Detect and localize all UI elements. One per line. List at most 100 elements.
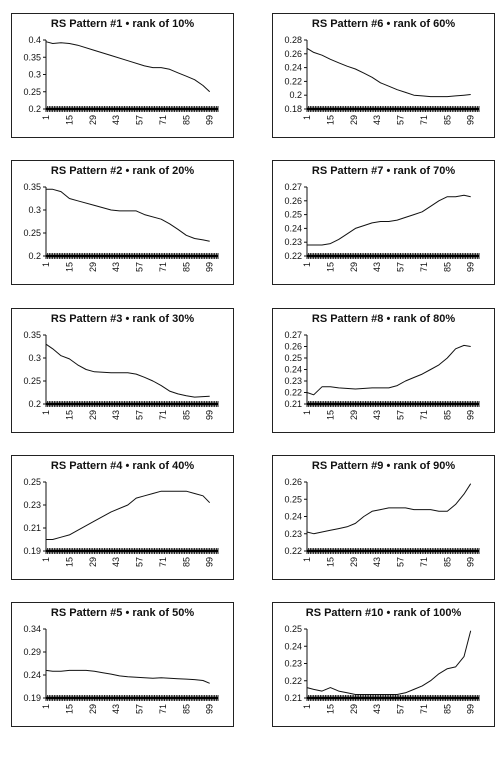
- x-tick-label: 99: [466, 115, 476, 125]
- y-tick-label: 0.24: [23, 670, 41, 680]
- x-tick-label: 57: [396, 262, 406, 272]
- x-tick-label: 15: [64, 115, 74, 125]
- chart-svg: 0.22 0.23 0.24 0.25 0.26 1 15 29 43 57 71 85 99: [284, 477, 480, 567]
- x-tick-label: 71: [419, 262, 429, 272]
- x-tick-label: 85: [442, 262, 452, 272]
- x-tick-label: 71: [158, 704, 168, 714]
- chart-panel-4: RS Pattern #4 • rank of 40% 0.19 0.21 0.23 0…: [11, 455, 234, 580]
- y-tick-label: 0.29: [23, 647, 41, 657]
- x-tick-label: 1: [41, 410, 51, 415]
- x-tick-label: 85: [181, 704, 191, 714]
- x-tick-label: 1: [302, 410, 312, 415]
- chart-title: RS Pattern #2 • rank of 20%: [50, 165, 195, 177]
- x-tick-label: 1: [302, 704, 312, 709]
- x-tick-label: 99: [205, 557, 215, 567]
- y-tick-label: 0.22: [284, 388, 302, 398]
- x-tick-label: 29: [88, 115, 98, 125]
- y-tick-label: 0.2: [28, 251, 41, 261]
- y-tick-label: 0.21: [284, 399, 302, 409]
- y-tick-label: 0.23: [284, 529, 302, 539]
- x-tick-label: 43: [111, 704, 121, 714]
- chart-panel-7: RS Pattern #7 • rank of 70% 0.22 0.23 0.24 0…: [272, 160, 495, 285]
- x-tick-label: 85: [442, 115, 452, 125]
- y-tick-label: 0.26: [284, 49, 302, 59]
- series-line: [307, 194, 471, 246]
- x-tick-label: 29: [349, 115, 359, 125]
- x-tick-label: 1: [302, 557, 312, 562]
- y-tick-label: 0.23: [23, 500, 41, 510]
- x-tick-label: 57: [135, 115, 145, 125]
- x-tick-label: 43: [372, 557, 382, 567]
- y-tick-label: 0.27: [284, 330, 302, 340]
- y-tick-label: 0.27: [284, 182, 302, 192]
- y-tick-label: 0.25: [284, 353, 302, 363]
- series-line: [45, 41, 211, 93]
- x-tick-label: 15: [64, 557, 74, 567]
- y-tick-label: 0.21: [284, 693, 302, 703]
- chart-svg: 0.210.22 0.230.24 0.250.26 0.27 1 15 29 43 57 71 8…: [284, 330, 480, 420]
- chart-panel-3: RS Pattern #3 • rank of 30% 0.2 0.25 0.3 0.3…: [11, 308, 234, 433]
- chart-title: RS Pattern #6 • rank of 60%: [311, 18, 456, 30]
- y-tick-label: 0.23: [284, 237, 302, 247]
- x-tick-label: 99: [205, 115, 215, 125]
- series-line: [306, 483, 472, 535]
- y-tick-label: 0.24: [284, 365, 302, 375]
- x-tick-label: 57: [135, 704, 145, 714]
- x-tick-label: 43: [372, 704, 382, 714]
- x-tick-label: 15: [325, 704, 335, 714]
- y-tick-label: 0.3: [28, 353, 41, 363]
- chart-svg: 0.2 0.25 0.3 0.35 1 15 29 43 57 71 85 99: [23, 182, 219, 272]
- series-line: [45, 343, 210, 398]
- x-tick-label: 29: [349, 557, 359, 567]
- x-tick-label: 43: [111, 115, 121, 125]
- x-tick-label: 29: [88, 704, 98, 714]
- chart-panel-2: RS Pattern #2 • rank of 20% 0.2 0.25 0.3 0.3…: [11, 160, 234, 285]
- y-tick-label: 0.25: [23, 228, 41, 238]
- chart-panel-10: RS Pattern #10 • rank of 100% 0.21 0.22 0.2…: [272, 602, 495, 727]
- series-line: [306, 630, 472, 695]
- y-tick-label: 0.24: [284, 512, 302, 522]
- series-line: [46, 188, 210, 242]
- x-tick-label: 71: [158, 115, 168, 125]
- x-tick-label: 99: [205, 410, 215, 420]
- x-tick-label: 1: [41, 704, 51, 709]
- series-line: [46, 490, 211, 540]
- chart-panel-8: RS Pattern #8 • rank of 80% 0.21 0.22 0.23 0…: [272, 308, 495, 433]
- chart-svg: 0.2 0.25 0.3 0.35 0.4 1 15 29 43 57 71 85 99: [23, 35, 219, 125]
- y-tick-label: 0.35: [23, 182, 41, 192]
- x-tick-label: 85: [181, 410, 191, 420]
- chart-title: RS Pattern #3 • rank of 30%: [50, 313, 195, 325]
- y-tick-label: 0.26: [284, 196, 302, 206]
- x-tick-label: 71: [158, 410, 168, 420]
- y-tick-label: 0.4: [28, 35, 41, 45]
- x-tick-label: 57: [135, 410, 145, 420]
- y-tick-label: 0.25: [23, 87, 41, 97]
- series-line: [306, 47, 471, 98]
- chart-svg: 0.19 0.21 0.23 0.25 1 15 29 43 57 71 85 99: [23, 477, 219, 567]
- y-tick-label: 0.24: [284, 223, 302, 233]
- chart-panel-1: RS Pattern #1 • rank of 10% 0.2 0.25 0.3 0.3…: [11, 13, 234, 138]
- x-tick-label: 57: [396, 410, 406, 420]
- y-tick-label: 0.19: [23, 693, 41, 703]
- y-tick-label: 0.25: [284, 494, 302, 504]
- series-line: [45, 669, 210, 684]
- y-tick-label: 0.3: [28, 70, 41, 80]
- x-tick-label: 43: [372, 262, 382, 272]
- x-tick-label: 57: [396, 115, 406, 125]
- y-tick-label: 0.22: [284, 251, 302, 261]
- y-tick-label: 0.35: [23, 330, 41, 340]
- y-tick-label: 0.19: [23, 546, 41, 556]
- x-tick-label: 71: [158, 262, 168, 272]
- x-tick-label: 57: [396, 557, 406, 567]
- x-tick-label: 85: [181, 557, 191, 567]
- x-tick-label: 29: [88, 262, 98, 272]
- x-tick-label: 71: [419, 704, 429, 714]
- y-tick-label: 0.18: [284, 104, 302, 114]
- x-tick-label: 43: [111, 262, 121, 272]
- chart-title: RS Pattern #9 • rank of 90%: [311, 460, 456, 472]
- y-tick-label: 0.25: [284, 624, 302, 634]
- x-tick-label: 71: [419, 410, 429, 420]
- x-tick-label: 43: [111, 557, 121, 567]
- series-line: [306, 344, 471, 396]
- chart-title: RS Pattern #1 • rank of 10%: [50, 18, 195, 30]
